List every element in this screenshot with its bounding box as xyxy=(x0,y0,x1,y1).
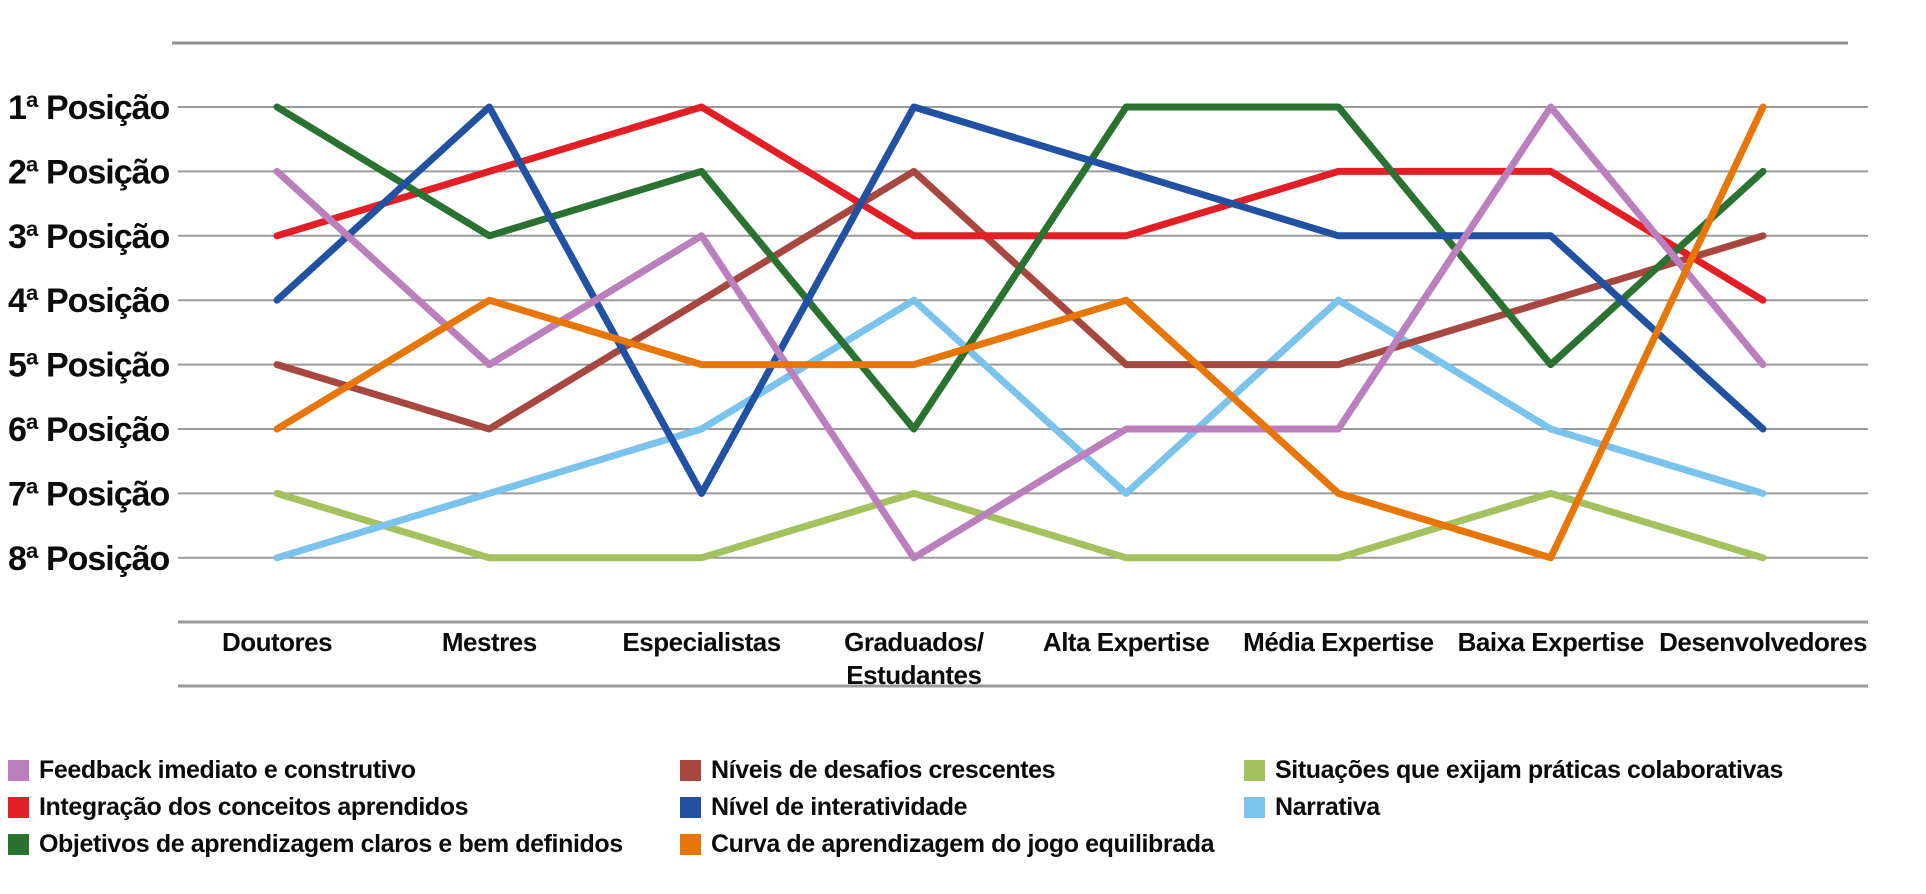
legend-item: Níveis de desafios crescentes xyxy=(680,752,1214,789)
legend-item: Nível de interatividade xyxy=(680,789,1214,826)
plot-gridlines xyxy=(178,106,1868,559)
legend-label: Nível de interatividade xyxy=(711,793,968,821)
legend-label: Narrativa xyxy=(1275,793,1380,821)
y-tick-label-2: 2ª Posição xyxy=(8,153,170,191)
legend-item: Integração dos conceitos aprendidos xyxy=(8,789,623,826)
y-tick-label-3: 3ª Posição xyxy=(8,218,170,256)
series-line-6 xyxy=(273,489,1767,562)
legend-column-1: Feedback imediato e construtivo Integraçã… xyxy=(8,752,623,863)
legend-label: Objetivos de aprendizagem claros e bem d… xyxy=(39,830,623,858)
legend-swatch-icon xyxy=(680,834,701,855)
series-line-1 xyxy=(273,103,1767,304)
series-lines xyxy=(273,103,1767,562)
series-line-0 xyxy=(273,103,1767,562)
y-tick-label-6: 6ª Posição xyxy=(8,411,170,449)
y-tick-label-7: 7ª Posição xyxy=(8,475,170,513)
legend-swatch-icon xyxy=(8,834,29,855)
legend-swatch-icon xyxy=(680,760,701,781)
series-line-4 xyxy=(273,103,1767,497)
legend-swatch-icon xyxy=(8,760,29,781)
y-tick-label-8: 8ª Posição xyxy=(8,540,170,578)
legend-label: Situações que exijam práticas colaborati… xyxy=(1275,756,1784,784)
y-tick-label-1: 1ª Posição xyxy=(8,89,170,127)
x-cat-label-4: Alta Expertise xyxy=(1043,627,1209,657)
x-axis-labels: Doutores Mestres Especialistas Graduados/Es… xyxy=(222,627,1868,690)
y-axis-labels: 1ª Posição 2ª Posição 3ª Posição 4ª Posição… xyxy=(8,89,171,578)
x-cat-label-2: Especialistas xyxy=(622,627,780,657)
bump-chart: 1ª Posição 2ª Posição 3ª Posição 4ª Posição… xyxy=(8,41,1868,690)
x-cat-label-6: Baixa Expertise xyxy=(1458,627,1644,657)
legend-item: Objetivos de aprendizagem claros e bem d… xyxy=(8,826,623,863)
series-line-5 xyxy=(273,103,1767,562)
x-cat-label-0: Doutores xyxy=(222,627,332,657)
legend-item: Narrativa xyxy=(1244,789,1783,826)
series-line-2 xyxy=(273,103,1767,433)
x-cat-label-7: Desenvolvedores xyxy=(1659,627,1867,657)
chart-legend: Feedback imediato e construtivo Integraçã… xyxy=(0,752,1926,894)
legend-label: Feedback imediato e construtivo xyxy=(39,756,416,784)
x-cat-label-5: Média Expertise xyxy=(1243,627,1434,657)
legend-column-2: Níveis de desafios crescentes Nível de in… xyxy=(680,752,1215,863)
legend-swatch-icon xyxy=(1244,760,1265,781)
legend-item: Feedback imediato e construtivo xyxy=(8,752,623,789)
legend-label: Integração dos conceitos aprendidos xyxy=(39,793,469,821)
y-tick-label-5: 5ª Posição xyxy=(8,347,170,385)
legend-column-3: Situações que exijam práticas colaborati… xyxy=(1244,752,1783,826)
legend-label: Níveis de desafios crescentes xyxy=(711,756,1056,784)
x-cat-label-1: Mestres xyxy=(442,627,537,657)
y-tick-label-4: 4ª Posição xyxy=(8,282,170,320)
x-cat-label-3: Estudantes xyxy=(846,660,981,690)
legend-item: Situações que exijam práticas colaborati… xyxy=(1244,752,1783,789)
legend-item: Curva de aprendizagem do jogo equilibrad… xyxy=(680,826,1215,863)
legend-swatch-icon xyxy=(680,797,701,818)
legend-swatch-icon xyxy=(1244,797,1265,818)
legend-swatch-icon xyxy=(8,797,29,818)
legend-label: Curva de aprendizagem do jogo equilibrad… xyxy=(711,830,1215,858)
series-line-7 xyxy=(273,296,1767,562)
x-cat-label-3: Graduados/ xyxy=(844,627,984,657)
